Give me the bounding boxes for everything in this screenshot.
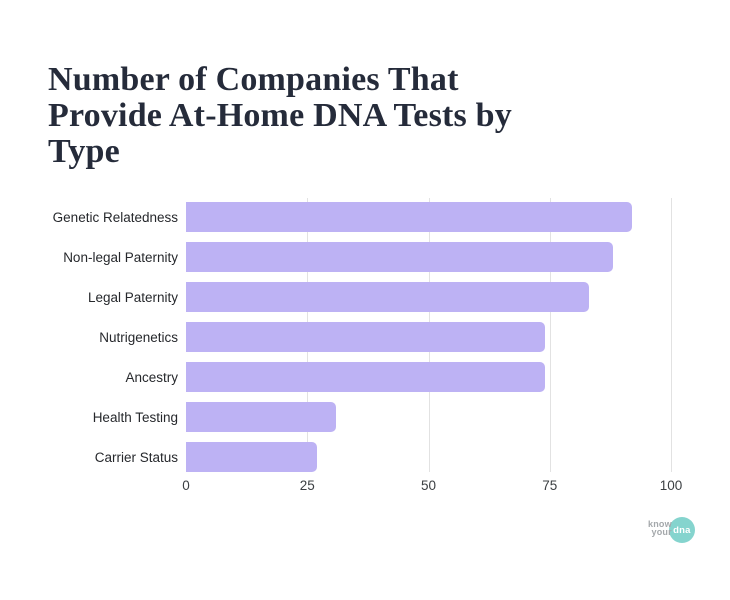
bar-track xyxy=(186,242,690,272)
gridline-75 xyxy=(549,198,551,472)
bar-track xyxy=(186,402,690,432)
bar-row: Carrier Status xyxy=(48,442,698,472)
category-label: Carrier Status xyxy=(94,449,178,465)
bar-row: Health Testing xyxy=(48,402,698,432)
page-title-line-3: Type xyxy=(48,133,120,170)
bar-track xyxy=(186,442,690,472)
brand-logo: know your dna xyxy=(648,517,695,543)
bar-row: Genetic Relatedness xyxy=(48,202,698,232)
bar-row: Legal Paternity xyxy=(48,282,698,312)
bar-carrier-status xyxy=(186,442,317,472)
x-tick-label-100: 100 xyxy=(659,478,683,493)
bar-genetic-relatedness xyxy=(186,202,633,232)
x-tick-label-25: 25 xyxy=(299,478,315,493)
category-label: Non-legal Paternity xyxy=(63,249,178,265)
page-title: Number of Companies That Provide At-Home… xyxy=(48,62,512,170)
category-label: Legal Paternity xyxy=(87,289,178,305)
category-label: Ancestry xyxy=(125,369,178,385)
x-tick-label-50: 50 xyxy=(420,478,437,493)
category-label: Genetic Relatedness xyxy=(52,209,178,225)
bar-row: Nutrigenetics xyxy=(48,322,698,352)
bar-track xyxy=(186,322,690,352)
gridline-100 xyxy=(671,198,672,472)
bar-row: Ancestry xyxy=(48,362,698,392)
bar-ancestry xyxy=(186,362,545,392)
chart-plot-area: Genetic Relatedness Non-legal Paternity Le… xyxy=(48,198,698,472)
bar-chart: Genetic Relatedness Non-legal Paternity Le… xyxy=(48,198,698,494)
bar-legal-paternity xyxy=(186,282,589,312)
page-title-line-2: Provide At-Home DNA Tests by xyxy=(48,97,512,134)
x-tick-label-0: 0 xyxy=(182,478,190,493)
bar-track xyxy=(186,282,690,312)
x-tick-label-75: 75 xyxy=(542,478,558,493)
logo-wordmark: know your xyxy=(648,519,672,537)
x-axis: 0 25 50 75 100 xyxy=(48,476,698,494)
logo-word-know: know xyxy=(648,519,672,529)
bar-track xyxy=(186,362,690,392)
bar-health-testing xyxy=(186,402,337,432)
category-label: Nutrigenetics xyxy=(99,329,178,345)
page-title-line-1: Number of Companies That xyxy=(48,61,459,98)
bar-track xyxy=(186,202,690,232)
logo-dna-circle: dna xyxy=(668,517,695,543)
bar-rows: Genetic Relatedness Non-legal Paternity Le… xyxy=(48,198,698,472)
bar-row: Non-legal Paternity xyxy=(48,242,698,272)
category-label: Health Testing xyxy=(92,409,178,425)
logo-word-your: your xyxy=(651,527,672,537)
bar-nutrigenetics xyxy=(186,322,545,352)
bar-non-legal-paternity xyxy=(186,242,613,272)
